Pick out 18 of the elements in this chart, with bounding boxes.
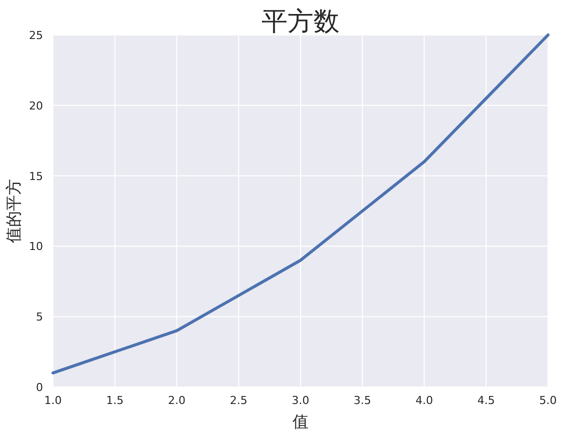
x-tick-label: 3.0: [292, 394, 310, 407]
y-tick-label: 0: [36, 381, 43, 394]
x-tick-label: 3.5: [354, 394, 372, 407]
x-tick-label: 1.5: [106, 394, 124, 407]
x-tick-label: 4.5: [477, 394, 495, 407]
y-tick-label: 5: [36, 310, 43, 324]
y-label: 值的平方: [4, 179, 23, 243]
y-tick-label: 10: [29, 240, 43, 254]
y-tick-label: 20: [29, 99, 43, 112]
x-tick-label: 4.0: [416, 394, 433, 407]
x-tick-label: 1.0: [44, 394, 62, 407]
title: 平方数: [262, 7, 340, 37]
x-label: 值: [292, 412, 308, 431]
y-tick-label: 25: [29, 29, 43, 42]
x-tick-label: 5.0: [539, 394, 557, 407]
x-tick-label: 2.5: [230, 394, 248, 407]
x-tick-label: 2.0: [168, 394, 186, 407]
y-tick-label: 15: [29, 170, 43, 183]
